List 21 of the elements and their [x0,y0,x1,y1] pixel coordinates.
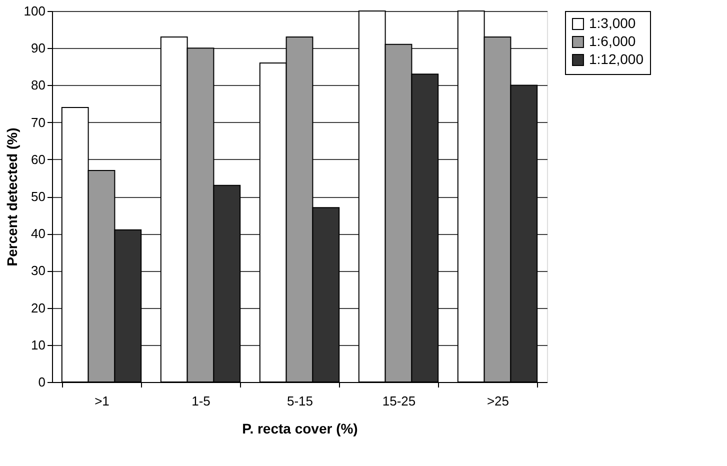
x-tick-label: 5-15 [286,394,314,408]
y-tick-label: 0 [38,374,46,390]
y-tick-label: 100 [24,4,46,18]
y-tick-label: 20 [31,300,46,316]
y-tick-label: 30 [31,263,46,278]
legend-label: 1:3,000 [589,15,636,31]
legend-label: 1:6,000 [589,33,636,49]
x-tick-label: 15-25 [382,394,416,408]
x-tick-label: 1-5 [192,394,210,408]
y-tick-label: 50 [31,189,46,204]
x-tick-label: >25 [486,394,510,408]
y-tick-label: 60 [31,152,46,167]
legend-label: 1:12,000 [589,51,644,67]
x-axis-title: P. recta cover (%) [242,420,358,436]
y-tick-label: 10 [31,337,46,352]
y-axis-title: Percent detected (%) [4,128,20,266]
y-tick-label: 70 [31,114,46,130]
y-tick-label: 80 [31,78,46,93]
y-tick-label: 90 [31,40,46,56]
y-tick-label: 40 [31,226,46,242]
x-tick-label: >1 [94,394,110,408]
